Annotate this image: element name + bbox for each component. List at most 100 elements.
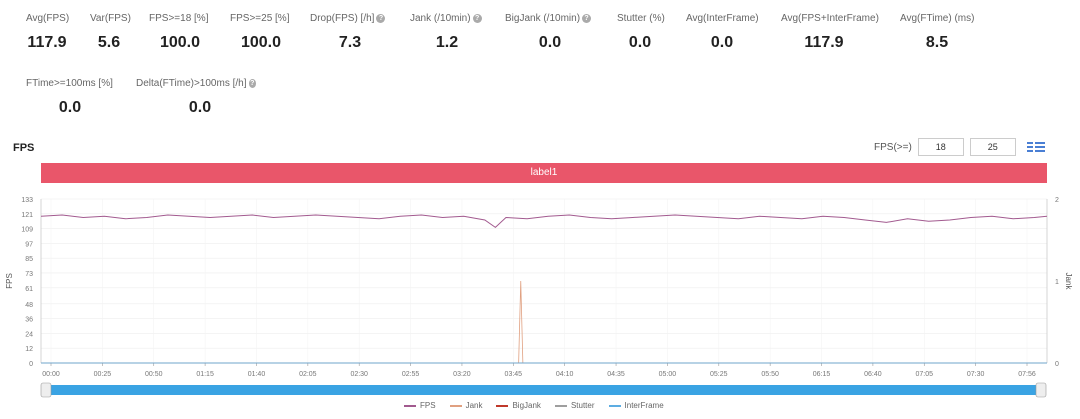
help-icon[interactable]: ? xyxy=(248,79,256,88)
legend-item-bigjank[interactable]: BigJank xyxy=(496,401,541,410)
metric-value: 0.0 xyxy=(188,99,212,116)
x-tick-label: 00:25 xyxy=(94,371,112,378)
metric-value: 1.2 xyxy=(435,34,459,51)
x-tick-label: 02:55 xyxy=(402,371,420,378)
legend-swatch xyxy=(496,404,509,407)
metric-ftime-100ms: FTime>=100ms [%] 0.0 xyxy=(26,78,146,117)
metric-value: 0.0 xyxy=(628,34,652,51)
y-tick-label: 97 xyxy=(25,241,33,248)
metric-value: 5.6 xyxy=(97,34,121,51)
x-tick-label: 03:20 xyxy=(453,371,471,378)
x-tick-label: 01:15 xyxy=(196,371,214,378)
y2-tick-label: 2 xyxy=(1055,197,1059,204)
x-tick-label: 05:25 xyxy=(710,371,728,378)
x-tick-label: 06:40 xyxy=(864,371,882,378)
metric-label: Avg(FPS+InterFrame) xyxy=(781,13,879,24)
help-icon[interactable]: ? xyxy=(472,14,482,23)
series-lines xyxy=(40,214,1048,364)
metric-label: FTime>=100ms [%] xyxy=(26,78,113,89)
metric-jank: Jank (/10min)? 1.2 xyxy=(410,13,530,52)
metric-label: Delta(FTime)>100ms [/h] xyxy=(136,78,247,89)
metric-value: 0.0 xyxy=(58,99,82,116)
y-tick-label: 12 xyxy=(25,346,33,353)
legend-item-jank[interactable]: Jank xyxy=(449,401,482,410)
x-tick-label: 00:50 xyxy=(145,371,163,378)
x-tick-label: 04:35 xyxy=(607,371,625,378)
x-axis: 00:00 00:25 00:50 01:15 01:40 02:05 02:30 02:55… xyxy=(41,362,1047,378)
legend-label: Stutter xyxy=(570,401,595,410)
legend-label: FPS xyxy=(420,401,436,410)
y-tick-label: 61 xyxy=(25,286,33,293)
metric-fps-18: FPS>=18 [%] 100.0 xyxy=(149,13,269,52)
metric-label: Avg(FTime) (ms) xyxy=(900,13,975,24)
metric-value: 117.9 xyxy=(804,34,844,51)
y-tick-label: 48 xyxy=(25,302,33,309)
metric-value: 117.9 xyxy=(27,34,67,51)
chart-title: FPS xyxy=(13,142,35,154)
y2-tick-label: 0 xyxy=(1055,361,1059,368)
metric-value: 0.0 xyxy=(538,34,562,51)
zoom-handle-left[interactable] xyxy=(40,382,52,398)
chart-legend: FPS Jank BigJank Stutter InterFrame xyxy=(404,401,664,410)
metric-avg-fps-interframe: Avg(FPS+InterFrame) 117.9 xyxy=(781,13,901,52)
y-tick-label: 36 xyxy=(25,317,33,324)
legend-item-stutter[interactable]: Stutter xyxy=(554,401,595,410)
metric-avg-interframe: Avg(InterFrame) 0.0 xyxy=(686,13,806,52)
legend-label: InterFrame xyxy=(624,401,664,410)
x-tick-label: 07:30 xyxy=(967,371,985,378)
series-fps-line xyxy=(40,214,1048,229)
legend-swatch xyxy=(554,404,567,407)
legend-label: BigJank xyxy=(512,401,541,410)
metric-value: 7.3 xyxy=(338,34,362,51)
metric-value: 8.5 xyxy=(925,34,949,51)
metric-delta-ftime: Delta(FTime)>100ms [/h]? 0.0 xyxy=(136,78,256,117)
y2-axis: 0 1 2 xyxy=(1046,197,1059,368)
legend-item-fps[interactable]: FPS xyxy=(404,401,436,410)
x-tick-label: 07:56 xyxy=(1018,371,1036,378)
series-jank-line xyxy=(41,280,1047,364)
help-icon[interactable]: ? xyxy=(376,14,386,23)
y-axis-label: FPS xyxy=(5,273,14,289)
zoom-handle-right[interactable] xyxy=(1035,382,1047,398)
x-tick-label: 05:00 xyxy=(659,371,677,378)
fps-threshold-input-2[interactable] xyxy=(969,138,1016,156)
y-tick-label: 121 xyxy=(21,212,33,219)
metric-drop-fps: Drop(FPS) [/h]? 7.3 xyxy=(310,13,430,52)
fps-threshold-input-1[interactable] xyxy=(917,138,964,156)
grid-lines xyxy=(41,198,1047,364)
metric-var-fps: Var(FPS) 5.6 xyxy=(90,13,210,52)
y-tick-label: 109 xyxy=(21,227,33,234)
metric-label: Drop(FPS) [/h] xyxy=(310,13,375,24)
metric-label: Jank (/10min) xyxy=(410,13,471,24)
y-tick-label: 0 xyxy=(29,361,33,368)
y-tick-label: 24 xyxy=(25,331,33,338)
metric-label: FPS>=18 [%] xyxy=(149,13,209,24)
fps-filter-label: FPS(>=) xyxy=(874,141,912,153)
y-tick-label: 73 xyxy=(25,271,33,278)
metric-avg-fps: Avg(FPS) 117.9 xyxy=(26,13,146,52)
legend-swatch xyxy=(404,404,416,407)
help-icon[interactable]: ? xyxy=(582,14,592,23)
x-tick-label: 02:05 xyxy=(299,371,317,378)
x-tick-label: 02:30 xyxy=(350,371,368,378)
x-tick-label: 03:45 xyxy=(505,371,523,378)
zoom-slider-track[interactable] xyxy=(42,385,1046,395)
metric-label: BigJank (/10min) xyxy=(505,13,581,24)
x-tick-label: 06:15 xyxy=(813,371,831,378)
zoom-slider[interactable] xyxy=(40,382,1047,398)
metric-label: Avg(InterFrame) xyxy=(686,13,759,24)
y2-tick-label: 1 xyxy=(1055,279,1059,286)
view-toggle-icon[interactable] xyxy=(1027,142,1045,152)
metric-label: Var(FPS) xyxy=(90,13,131,24)
metric-label: Avg(FPS) xyxy=(26,13,70,24)
x-tick-label: 07:05 xyxy=(915,371,933,378)
metric-value: 100.0 xyxy=(240,34,282,51)
fps-filter: FPS(>=) xyxy=(874,138,1016,156)
metric-value: 100.0 xyxy=(159,34,201,51)
legend-item-interframe[interactable]: InterFrame xyxy=(608,401,664,410)
metric-avg-ftime: Avg(FTime) (ms) 8.5 xyxy=(900,13,1020,52)
label-banner[interactable]: label1 xyxy=(41,163,1047,183)
y-axis: 0 12 24 36 48 61 73 85 97 109 121 133 xyxy=(21,197,42,368)
metric-stutter: Stutter (%) 0.0 xyxy=(617,13,737,52)
